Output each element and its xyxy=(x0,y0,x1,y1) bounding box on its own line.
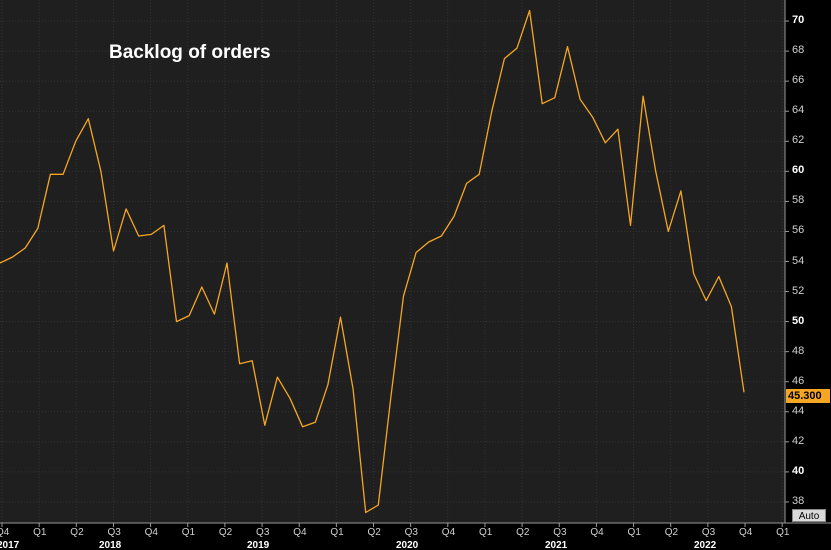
y-tick-label: 40 xyxy=(792,464,805,477)
grid xyxy=(0,0,785,523)
y-tick-label: 56 xyxy=(792,224,805,237)
y-tick-label: 44 xyxy=(792,404,805,417)
x-year-label: 2017 xyxy=(0,540,20,550)
x-quarter-label: Q4 xyxy=(293,527,307,538)
x-quarter-label: Q4 xyxy=(590,527,604,538)
x-quarter-label: Q1 xyxy=(627,527,641,538)
x-quarter-label: Q3 xyxy=(107,527,121,538)
axis-ticks xyxy=(1,20,789,527)
x-quarter-label: Q2 xyxy=(516,527,530,538)
x-quarter-label: Q1 xyxy=(478,527,493,538)
y-tick-label: 50 xyxy=(792,314,805,327)
x-quarter-label: Q2 xyxy=(70,527,84,538)
x-quarter-label: Q4 xyxy=(739,527,753,538)
x-quarter-label: Q1 xyxy=(181,527,196,538)
x-quarter-label: Q4 xyxy=(441,527,456,538)
y-tick-label: 58 xyxy=(792,194,805,207)
x-year-label: 2021 xyxy=(545,540,568,550)
x-quarter-label: Q2 xyxy=(367,527,381,538)
x-quarter-label: Q3 xyxy=(701,527,716,538)
auto-scale-button[interactable]: Auto xyxy=(792,509,826,522)
x-quarter-label: Q3 xyxy=(553,527,567,538)
x-quarter-label: Q1 xyxy=(330,527,344,538)
x-quarter-label: Q1 xyxy=(776,527,790,538)
x-quarter-label: Q2 xyxy=(664,527,679,538)
series-line xyxy=(0,9,745,514)
x-quarter-label: Q4 xyxy=(144,527,158,538)
x-quarter-label: Q2 xyxy=(218,527,233,538)
y-tick-label: 52 xyxy=(792,284,805,297)
y-tick-label: 62 xyxy=(792,134,805,147)
y-tick-label: 48 xyxy=(792,344,805,357)
y-tick-label: 60 xyxy=(792,164,805,177)
y-tick-label: 68 xyxy=(792,44,805,57)
y-tick-label: 42 xyxy=(792,434,805,447)
x-year-label: 2019 xyxy=(247,540,270,550)
last-value-badge: 45.300 xyxy=(786,389,830,403)
x-quarter-label: Q4 xyxy=(0,527,10,538)
x-year-label: 2018 xyxy=(99,540,122,550)
x-quarter-label: Q1 xyxy=(33,527,47,538)
x-year-label: 2022 xyxy=(694,540,717,550)
x-quarter-label: Q3 xyxy=(256,527,270,538)
y-tick-label: 66 xyxy=(792,74,805,87)
x-year-label: 2020 xyxy=(396,540,419,550)
y-tick-label: 64 xyxy=(792,104,805,117)
y-tick-label: 70 xyxy=(792,14,805,27)
y-tick-label: 54 xyxy=(792,254,805,267)
chart-title: Backlog of orders xyxy=(109,42,271,63)
y-tick-label: 38 xyxy=(792,494,805,507)
x-quarter-label: Q3 xyxy=(404,527,418,538)
y-tick-label: 46 xyxy=(792,374,805,387)
